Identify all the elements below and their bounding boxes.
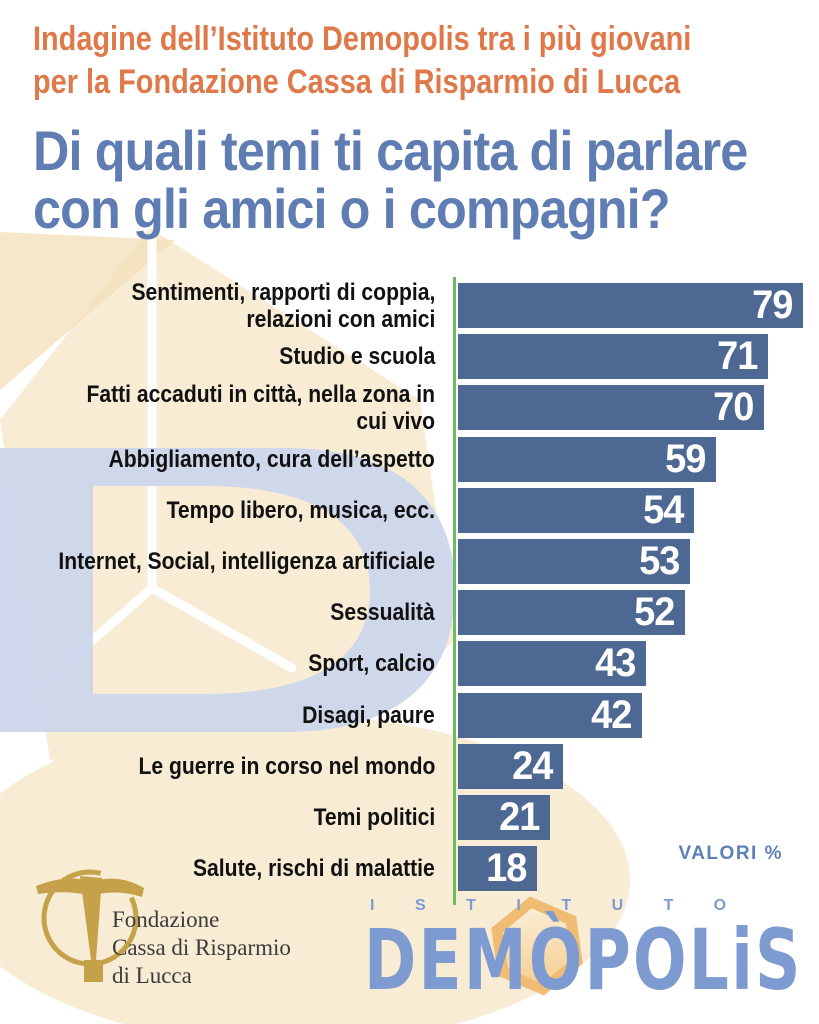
title-line-1: Di quali temi ti capita di parlare xyxy=(33,119,748,182)
bar-label: Fatti accaduti in città, nella zona in c… xyxy=(86,380,435,435)
bar-label-cell: Le guerre in corso nel mondo xyxy=(0,753,447,780)
bar-row: Le guerre in corso nel mondo 24 xyxy=(0,741,819,792)
chart-axis-line xyxy=(453,277,456,905)
bar-row: Fatti accaduti in città, nella zona in c… xyxy=(0,381,819,435)
bar-value-label: 53 xyxy=(638,539,680,584)
kicker-line-1: Indagine dell’Istituto Demopolis tra i p… xyxy=(33,20,692,58)
bar: 70 xyxy=(458,385,764,431)
bar-label: Le guerre in corso nel mondo xyxy=(138,752,435,780)
bar-row: Abbigliamento, cura dell’aspetto 59 xyxy=(0,434,819,485)
fondazione-logo-text: Fondazione Cassa di Risparmio di Lucca xyxy=(112,906,291,990)
demopolis-wordmark: DEMÒPOLiS xyxy=(364,911,803,1009)
bar: 59 xyxy=(458,436,716,482)
bar: 71 xyxy=(458,334,768,380)
bar-track: 71 xyxy=(458,334,819,380)
bar: 52 xyxy=(458,590,685,636)
bar-label-cell: Sport, calcio xyxy=(0,650,447,677)
bar: 18 xyxy=(458,846,537,892)
bar-track: 59 xyxy=(458,436,819,482)
bar-label-cell: Temi politici xyxy=(0,804,447,831)
bar-label-cell: Tempo libero, musica, ecc. xyxy=(0,497,447,524)
bar-row: Studio e scuola 71 xyxy=(0,331,819,382)
bar-label-cell: Abbigliamento, cura dell’aspetto xyxy=(0,446,447,473)
bar-label: Internet, Social, intelligenza artificia… xyxy=(58,548,435,576)
fondazione-line-1: Fondazione xyxy=(112,907,220,932)
bar: 21 xyxy=(458,794,550,840)
bar-track: 53 xyxy=(458,539,819,585)
bar: 79 xyxy=(458,283,803,329)
bar-value-label: 59 xyxy=(664,436,706,481)
bar-label: Sentimenti, rapporti di coppia, relazion… xyxy=(131,278,435,333)
bar-value-label: 54 xyxy=(642,487,684,532)
bar-label: Tempo libero, musica, ecc. xyxy=(166,496,435,524)
bar-value-label: 24 xyxy=(511,743,553,788)
bar: 53 xyxy=(458,539,690,585)
bar-label-cell: Sentimenti, rapporti di coppia, relazion… xyxy=(0,279,447,333)
bar-row: Internet, Social, intelligenza artificia… xyxy=(0,536,819,587)
bar-track: 79 xyxy=(458,283,819,329)
fondazione-line-2: Cassa di Risparmio xyxy=(112,935,291,960)
bar-value-label: 71 xyxy=(716,334,758,379)
bar-label: Abbigliamento, cura dell’aspetto xyxy=(108,445,435,473)
bar-row: Sentimenti, rapporti di coppia, relazion… xyxy=(0,279,819,333)
fondazione-line-3: di Lucca xyxy=(112,963,192,988)
bar-track: 24 xyxy=(458,743,819,789)
bar-label: Disagi, paure xyxy=(302,701,435,729)
bar-value-label: 79 xyxy=(751,283,793,328)
bar-track: 42 xyxy=(458,692,819,738)
bar-row: Temi politici 21 xyxy=(0,792,819,843)
bar-value-label: 70 xyxy=(712,385,754,430)
bar-label: Temi politici xyxy=(313,803,435,831)
bar: 24 xyxy=(458,743,563,789)
bar-label-cell: Internet, Social, intelligenza artificia… xyxy=(0,548,447,575)
values-unit-note: VALORI % xyxy=(678,843,783,864)
bar-value-label: 52 xyxy=(633,590,675,635)
bar-track: 70 xyxy=(458,385,819,431)
bar-value-label: 18 xyxy=(485,846,527,891)
bar-value-label: 43 xyxy=(594,641,636,686)
bar-track: 43 xyxy=(458,641,819,687)
bar: 43 xyxy=(458,641,646,687)
bar-row: Sessualità 52 xyxy=(0,587,819,638)
bar-value-label: 21 xyxy=(498,794,540,839)
bar-label-cell: Fatti accaduti in città, nella zona in c… xyxy=(0,381,447,435)
bar-track: 21 xyxy=(458,794,819,840)
title-line-2: con gli amici o i compagni? xyxy=(33,177,670,240)
bar-label: Sport, calcio xyxy=(308,650,435,678)
page-title: Di quali temi ti capita di parlare con g… xyxy=(33,122,819,238)
bar: 42 xyxy=(458,692,642,738)
bar-label: Studio e scuola xyxy=(278,343,435,371)
bar-label: Salute, rischi di malattie xyxy=(193,855,435,883)
bar-row: Sport, calcio 43 xyxy=(0,638,819,689)
kicker-line-2: per la Fondazione Cassa di Risparmio di … xyxy=(33,63,681,101)
bar-row: Tempo libero, musica, ecc. 54 xyxy=(0,485,819,536)
bar-label-cell: Disagi, paure xyxy=(0,702,447,729)
bar-label-cell: Studio e scuola xyxy=(0,343,447,370)
bar-value-label: 42 xyxy=(590,692,632,737)
bar-label-cell: Sessualità xyxy=(0,599,447,626)
bar-label: Sessualità xyxy=(330,599,435,627)
bar-track: 52 xyxy=(458,590,819,636)
bar: 54 xyxy=(458,487,694,533)
bar-rows: Sentimenti, rapporti di coppia, relazion… xyxy=(0,279,819,894)
bar-row: Disagi, paure 42 xyxy=(0,690,819,741)
bar-track: 54 xyxy=(458,487,819,533)
survey-kicker: Indagine dell’Istituto Demopolis tra i p… xyxy=(33,18,808,104)
